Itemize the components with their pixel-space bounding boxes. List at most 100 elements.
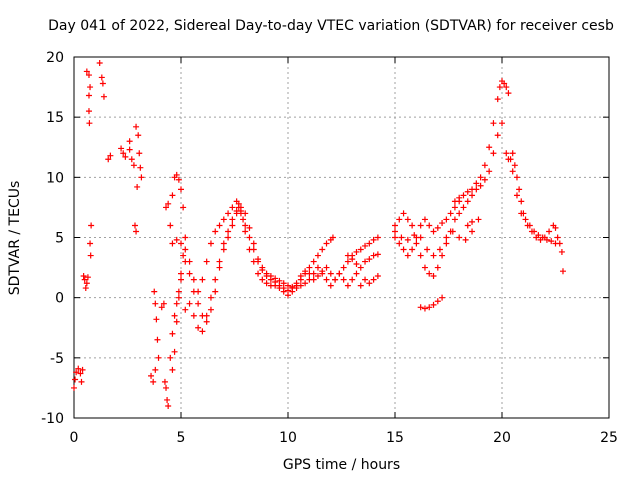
data-point bbox=[150, 378, 157, 385]
data-point bbox=[280, 280, 287, 287]
data-point bbox=[178, 240, 184, 247]
data-point bbox=[449, 228, 456, 235]
data-point bbox=[505, 90, 512, 97]
data-point bbox=[417, 252, 424, 259]
data-point bbox=[107, 152, 114, 159]
data-point bbox=[105, 156, 112, 163]
grid bbox=[74, 57, 609, 418]
data-point bbox=[430, 228, 437, 235]
data-point bbox=[255, 270, 262, 277]
data-point bbox=[135, 132, 142, 139]
data-point bbox=[133, 123, 140, 130]
data-point bbox=[293, 285, 300, 292]
x-tick-label: 5 bbox=[177, 430, 186, 446]
data-point bbox=[173, 236, 180, 243]
data-point bbox=[409, 246, 416, 253]
data-point bbox=[130, 162, 137, 169]
data-points bbox=[71, 60, 566, 409]
data-point bbox=[362, 276, 369, 283]
data-point bbox=[173, 171, 180, 178]
data-point bbox=[499, 120, 505, 127]
data-point bbox=[421, 305, 428, 312]
data-point bbox=[490, 150, 497, 157]
data-point bbox=[171, 312, 178, 319]
data-point bbox=[473, 186, 480, 193]
data-point bbox=[362, 242, 369, 249]
data-point bbox=[207, 294, 214, 301]
data-point bbox=[99, 80, 106, 87]
data-point bbox=[477, 174, 484, 181]
data-point bbox=[417, 222, 424, 229]
data-point bbox=[327, 282, 334, 289]
data-point bbox=[509, 168, 516, 175]
data-point bbox=[398, 234, 405, 241]
data-point bbox=[190, 276, 197, 283]
data-point bbox=[126, 138, 133, 145]
data-point bbox=[349, 276, 356, 283]
data-point bbox=[267, 273, 274, 280]
data-point bbox=[516, 186, 523, 193]
data-point bbox=[460, 192, 467, 199]
data-point bbox=[374, 273, 381, 280]
data-point bbox=[164, 396, 171, 403]
data-point bbox=[167, 354, 174, 361]
data-point bbox=[131, 222, 138, 229]
data-point bbox=[486, 168, 493, 175]
data-point bbox=[154, 336, 161, 343]
data-point bbox=[306, 264, 313, 271]
data-point bbox=[314, 264, 321, 271]
data-point bbox=[81, 276, 88, 283]
data-point bbox=[237, 204, 244, 211]
data-point bbox=[178, 270, 184, 277]
data-point bbox=[276, 277, 283, 284]
data-point bbox=[439, 220, 446, 227]
data-point bbox=[477, 182, 484, 189]
data-point bbox=[302, 280, 309, 287]
data-point bbox=[96, 60, 103, 67]
axis-ticks: 0 5 10 15 20 25 -10 -5 0 5 10 15 20 bbox=[41, 50, 618, 446]
data-point bbox=[180, 204, 187, 211]
data-point bbox=[396, 216, 403, 223]
data-point bbox=[87, 240, 94, 247]
data-point bbox=[434, 224, 441, 231]
data-point bbox=[220, 240, 227, 247]
data-point bbox=[447, 210, 454, 217]
data-point bbox=[126, 146, 133, 153]
data-point bbox=[439, 294, 446, 301]
data-point bbox=[340, 264, 347, 271]
data-point bbox=[456, 210, 463, 217]
data-point bbox=[246, 224, 253, 231]
data-point bbox=[167, 222, 174, 229]
data-point bbox=[400, 246, 407, 253]
x-tick-label: 10 bbox=[279, 430, 297, 446]
data-point bbox=[310, 258, 317, 265]
data-point bbox=[85, 92, 92, 99]
data-point bbox=[72, 376, 79, 383]
data-point bbox=[404, 236, 411, 243]
data-point bbox=[151, 288, 158, 295]
data-point bbox=[370, 236, 377, 243]
data-point bbox=[158, 304, 165, 311]
x-axis-label: GPS time / hours bbox=[282, 457, 401, 473]
data-point bbox=[88, 222, 95, 229]
data-point bbox=[501, 80, 508, 87]
data-point bbox=[152, 366, 159, 373]
data-point bbox=[340, 276, 347, 283]
data-point bbox=[160, 300, 167, 307]
data-point bbox=[332, 276, 339, 283]
data-point bbox=[475, 216, 482, 223]
y-tick-label: 10 bbox=[46, 170, 64, 186]
data-point bbox=[374, 251, 381, 258]
data-point bbox=[469, 228, 476, 235]
data-point bbox=[396, 240, 403, 247]
data-point bbox=[207, 240, 214, 247]
data-point bbox=[240, 216, 247, 223]
data-point bbox=[507, 156, 514, 163]
data-point bbox=[451, 216, 458, 223]
data-point bbox=[178, 186, 184, 193]
data-point bbox=[137, 164, 144, 171]
data-point bbox=[404, 252, 411, 259]
data-point bbox=[163, 384, 170, 391]
data-point bbox=[554, 234, 561, 241]
